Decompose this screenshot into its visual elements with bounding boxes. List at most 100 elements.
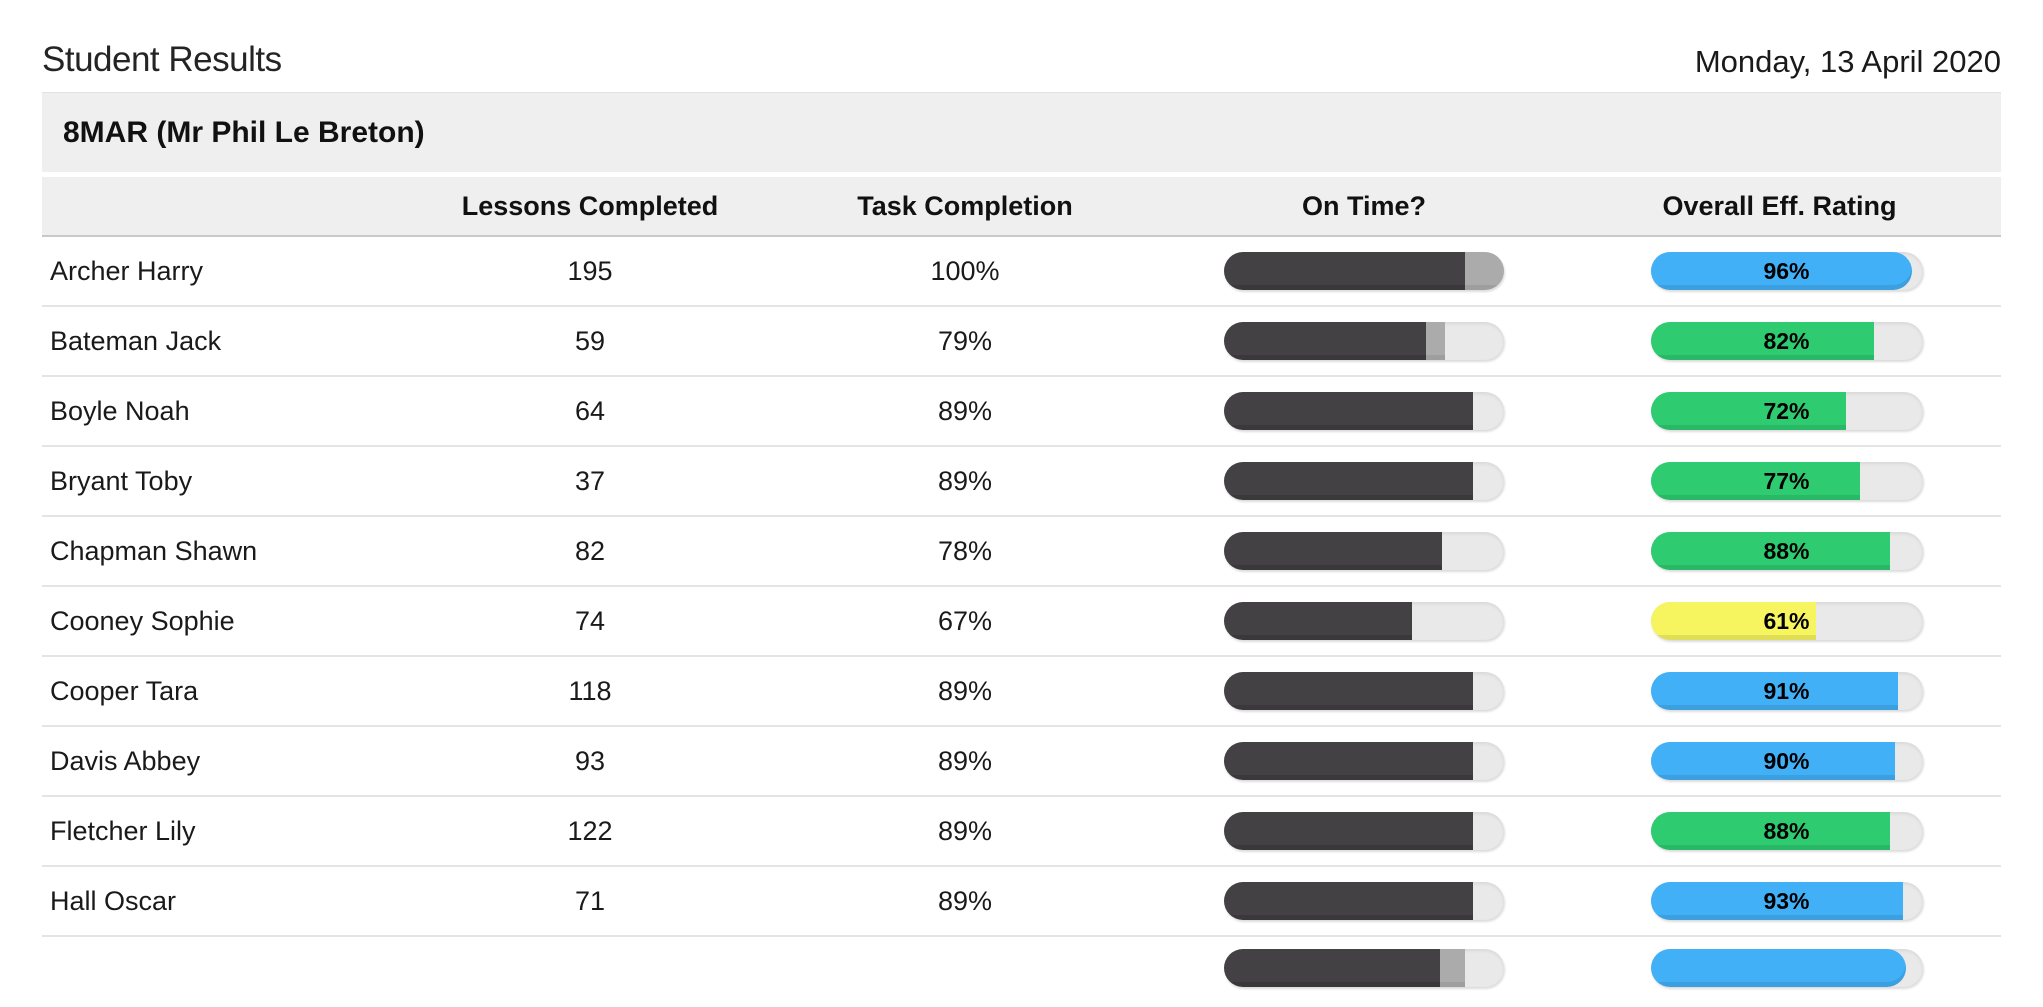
table-row: Chapman Shawn 82 78% 88% bbox=[42, 517, 2001, 587]
eff-rating-cell: 88% bbox=[1558, 812, 2001, 850]
eff-rating-cell: 82% bbox=[1558, 322, 2001, 360]
eff-rating-fill bbox=[1650, 602, 1817, 640]
student-name: Boyle Noah bbox=[50, 395, 190, 426]
table-row: Cooper Tara 118 89% 91% bbox=[42, 657, 2001, 727]
on-time-late-fill bbox=[1425, 322, 1446, 360]
task-completion-value: 89% bbox=[937, 745, 993, 776]
lessons-completed-value: 71 bbox=[574, 885, 606, 916]
eff-rating-cell bbox=[1558, 937, 2001, 987]
task-completion-value: 89% bbox=[937, 675, 993, 706]
task-completion-value: 89% bbox=[937, 395, 993, 426]
table-row: Bateman Jack 59 79% 82% bbox=[42, 307, 2001, 377]
eff-rating-fill bbox=[1650, 812, 1890, 850]
on-time-bar bbox=[1224, 602, 1504, 640]
task-completion-value: 78% bbox=[937, 535, 993, 566]
student-name: Bateman Jack bbox=[50, 325, 222, 356]
student-name: Archer Harry bbox=[50, 255, 204, 286]
overall-eff-rating-bar: 88% bbox=[1650, 812, 1923, 850]
lessons-completed-value: 64 bbox=[574, 395, 606, 426]
eff-rating-cell: 77% bbox=[1558, 462, 2001, 500]
overall-eff-rating-bar: 77% bbox=[1650, 462, 1923, 500]
on-time-bar bbox=[1224, 532, 1504, 570]
on-time-bar bbox=[1224, 322, 1504, 360]
on-time-cell bbox=[1170, 602, 1558, 640]
task-completion-value: 89% bbox=[937, 885, 993, 916]
lessons-completed-value: 195 bbox=[567, 255, 613, 286]
student-name: Davis Abbey bbox=[50, 745, 201, 776]
student-name: Cooper Tara bbox=[50, 675, 199, 706]
on-time-bar bbox=[1224, 252, 1504, 290]
on-time-fill bbox=[1224, 462, 1474, 500]
on-time-cell bbox=[1170, 532, 1558, 570]
eff-rating-fill bbox=[1650, 322, 1874, 360]
top-bar: Student Results Monday, 13 April 2020 bbox=[42, 0, 2001, 92]
on-time-cell bbox=[1170, 812, 1558, 850]
overall-eff-rating-bar: 72% bbox=[1650, 392, 1923, 430]
table-row: Bryant Toby 37 89% 77% bbox=[42, 447, 2001, 517]
on-time-bar bbox=[1224, 672, 1504, 710]
table-row: Cooney Sophie 74 67% 61% bbox=[42, 587, 2001, 657]
lessons-completed-value: 122 bbox=[567, 815, 613, 846]
on-time-fill bbox=[1224, 392, 1474, 430]
table-row: Davis Abbey 93 89% 90% bbox=[42, 727, 2001, 797]
student-name: Cooney Sophie bbox=[50, 605, 235, 636]
on-time-late-fill bbox=[1439, 949, 1465, 987]
on-time-late-fill bbox=[1464, 252, 1504, 290]
eff-rating-fill bbox=[1650, 462, 1860, 500]
table-row: Boyle Noah 64 89% 72% bbox=[42, 377, 2001, 447]
overall-eff-rating-bar: 61% bbox=[1650, 602, 1923, 640]
table-row: Archer Harry 195 100% 96% bbox=[42, 237, 2001, 307]
task-completion-value: 67% bbox=[937, 605, 993, 636]
table-header-row: Lessons Completed Task Completion On Tim… bbox=[42, 177, 2001, 237]
column-header-overall-eff-rating: Overall Eff. Rating bbox=[1662, 190, 1897, 221]
on-time-bar bbox=[1224, 392, 1504, 430]
column-header-task-completion: Task Completion bbox=[857, 190, 1073, 221]
task-completion-value: 89% bbox=[937, 465, 993, 496]
table-row bbox=[42, 937, 2001, 1007]
eff-rating-cell: 96% bbox=[1558, 252, 2001, 290]
on-time-fill bbox=[1224, 672, 1474, 710]
lessons-completed-value: 74 bbox=[574, 605, 606, 636]
on-time-fill bbox=[1224, 322, 1426, 360]
table-body: Archer Harry 195 100% 96% Bateman Jack 5… bbox=[42, 237, 2001, 1007]
class-group-label: 8MAR (Mr Phil Le Breton) bbox=[63, 115, 425, 149]
student-name: Bryant Toby bbox=[50, 465, 193, 496]
overall-eff-rating-bar: 90% bbox=[1650, 742, 1923, 780]
page-title: Student Results bbox=[42, 40, 282, 79]
eff-rating-cell: 61% bbox=[1558, 602, 2001, 640]
eff-rating-fill bbox=[1650, 742, 1896, 780]
on-time-bar bbox=[1224, 462, 1504, 500]
on-time-cell bbox=[1170, 937, 1558, 987]
overall-eff-rating-bar bbox=[1650, 949, 1923, 987]
on-time-bar bbox=[1224, 742, 1504, 780]
eff-rating-cell: 88% bbox=[1558, 532, 2001, 570]
overall-eff-rating-bar: 88% bbox=[1650, 532, 1923, 570]
student-name: Hall Oscar bbox=[50, 885, 177, 916]
on-time-cell bbox=[1170, 322, 1558, 360]
on-time-fill bbox=[1224, 949, 1440, 987]
overall-eff-rating-bar: 96% bbox=[1650, 252, 1923, 290]
on-time-cell bbox=[1170, 252, 1558, 290]
eff-rating-cell: 72% bbox=[1558, 392, 2001, 430]
eff-rating-fill bbox=[1650, 949, 1907, 987]
eff-rating-fill bbox=[1650, 392, 1847, 430]
eff-rating-cell: 93% bbox=[1558, 882, 2001, 920]
student-name: Chapman Shawn bbox=[50, 535, 258, 566]
on-time-bar bbox=[1224, 949, 1504, 987]
lessons-completed-value: 93 bbox=[574, 745, 606, 776]
class-group-header: 8MAR (Mr Phil Le Breton) bbox=[42, 92, 2001, 172]
on-time-fill bbox=[1224, 532, 1443, 570]
eff-rating-fill bbox=[1650, 532, 1890, 570]
lessons-completed-value: 59 bbox=[574, 325, 606, 356]
eff-rating-fill bbox=[1650, 882, 1904, 920]
lessons-completed-value: 118 bbox=[568, 675, 612, 706]
column-header-lessons-completed: Lessons Completed bbox=[461, 190, 719, 221]
eff-rating-cell: 90% bbox=[1558, 742, 2001, 780]
on-time-fill bbox=[1224, 602, 1412, 640]
on-time-fill bbox=[1224, 252, 1465, 290]
on-time-cell bbox=[1170, 462, 1558, 500]
report-date: Monday, 13 April 2020 bbox=[1694, 44, 2001, 79]
lessons-completed-value: 82 bbox=[574, 535, 606, 566]
lessons-completed-value: 37 bbox=[574, 465, 606, 496]
